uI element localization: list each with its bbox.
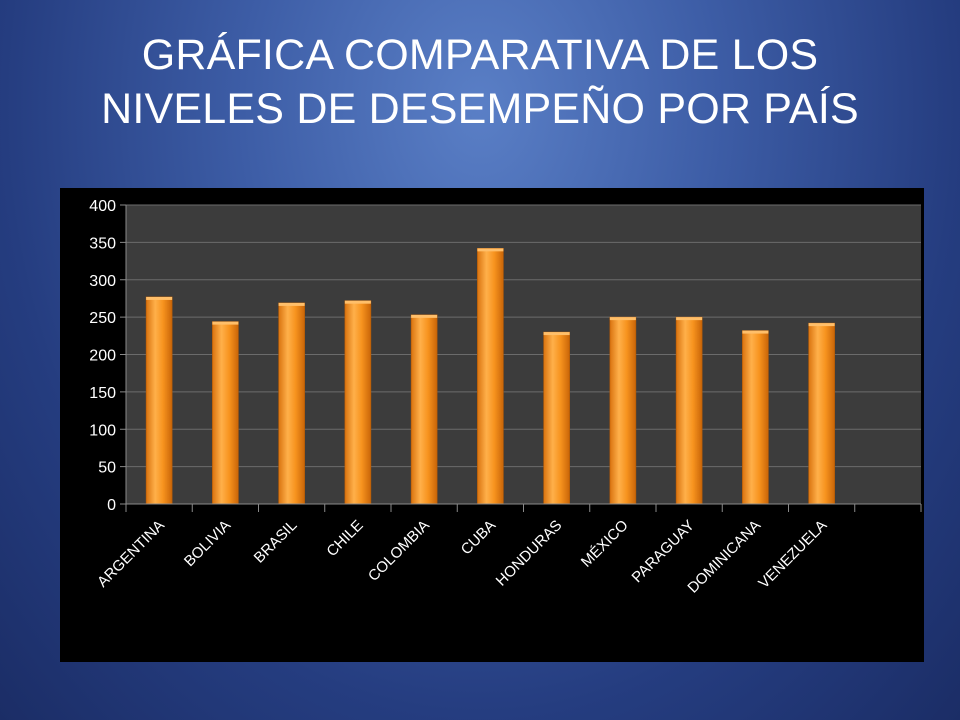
bar-cap bbox=[676, 317, 703, 321]
y-tick-label: 300 bbox=[89, 273, 116, 290]
bar-venezuela bbox=[808, 322, 835, 505]
bar-brasil bbox=[278, 302, 305, 505]
y-tick-label: 0 bbox=[107, 497, 116, 514]
y-tick-label: 200 bbox=[89, 348, 116, 365]
y-tick-label: 250 bbox=[89, 310, 116, 327]
x-category-label: CUBA bbox=[458, 517, 499, 558]
bar-cap bbox=[344, 300, 371, 304]
x-category-label: CHILE bbox=[323, 517, 366, 560]
gridlines bbox=[120, 204, 921, 505]
bar-chile bbox=[344, 300, 372, 505]
bar-cap bbox=[808, 323, 835, 327]
bar-cuba bbox=[477, 248, 504, 505]
bar-cap bbox=[609, 317, 636, 321]
bar-honduras bbox=[543, 331, 570, 505]
x-category-label: ARGENTINA bbox=[94, 517, 168, 591]
bar-méxico bbox=[609, 316, 637, 505]
y-tick-labels: 0 50 100 150 200 250 300 350 400 bbox=[89, 198, 116, 514]
bar-cap bbox=[543, 332, 570, 336]
y-tick-label: 350 bbox=[89, 235, 116, 252]
bar-cap bbox=[146, 296, 173, 300]
y-tick-label: 150 bbox=[89, 385, 116, 402]
slide-title: GRÁFICA COMPARATIVA DE LOS NIVELES DE DE… bbox=[0, 28, 960, 136]
bar-cap bbox=[212, 321, 239, 325]
title-line-2: NIVELES DE DESEMPEÑO POR PAÍS bbox=[101, 85, 859, 133]
x-category-label: VENEZUELA bbox=[755, 517, 830, 592]
y-tick-label: 50 bbox=[98, 460, 116, 477]
x-category-label: COLOMBIA bbox=[365, 517, 433, 585]
x-category-label: BOLIVIA bbox=[181, 517, 234, 570]
bar-cap bbox=[477, 248, 504, 252]
bars bbox=[145, 248, 835, 505]
y-tick-label: 100 bbox=[89, 422, 116, 439]
x-category-label: HONDURAS bbox=[493, 517, 566, 590]
title-line-1: GRÁFICA COMPARATIVA DE LOS bbox=[141, 31, 819, 79]
axes bbox=[125, 205, 922, 512]
bar-dominicana bbox=[742, 330, 769, 505]
bar-argentina bbox=[145, 296, 173, 505]
y-tick-label: 400 bbox=[89, 198, 116, 215]
bar-cap bbox=[278, 302, 305, 306]
bar-bolivia bbox=[212, 321, 239, 505]
bar-paraguay bbox=[675, 316, 703, 505]
x-category-label: MÉXICO bbox=[578, 517, 632, 571]
chart-canvas: 0 50 100 150 200 250 300 350 400 ARGENTINA BOLIVI… bbox=[89, 198, 922, 597]
bar-colombia bbox=[410, 314, 438, 505]
bar-cap bbox=[742, 330, 769, 334]
x-category-label: PARAGUAY bbox=[629, 517, 698, 586]
bar-cap bbox=[411, 314, 438, 318]
bar-chart: 0 50 100 150 200 250 300 350 400 ARGENTINA BOLIVI… bbox=[60, 188, 924, 662]
x-category-label: BRASIL bbox=[251, 517, 301, 567]
